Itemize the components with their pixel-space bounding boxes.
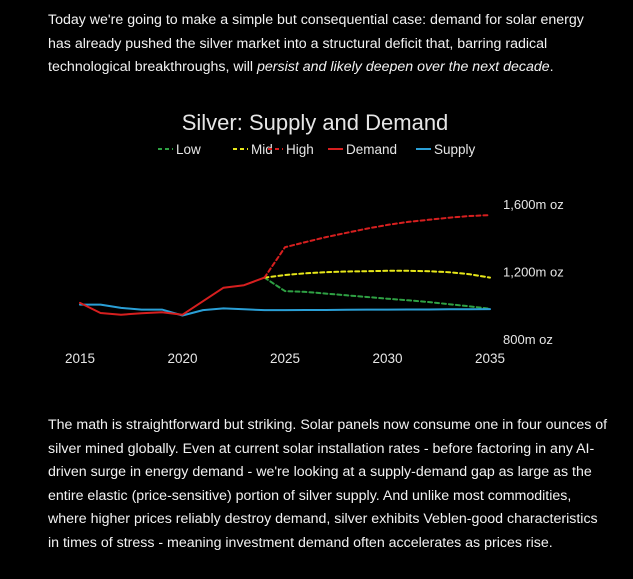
series-line-mid [263,269,491,279]
series-line-low [263,276,491,310]
chart-title: Silver: Supply and Demand [182,110,449,135]
chart-legend: Low Mid High Demand Supply [158,142,476,157]
x-tick-label: 2020 [167,351,197,366]
y-axis: 1,600m oz 1,200m oz 800m oz [503,197,564,347]
series-line-high [263,214,491,279]
outro-paragraph: The math is straightforward but striking… [48,417,608,551]
intro-end: . [549,59,554,75]
y-tick-label: 1,200m oz [503,265,564,280]
legend-label-low: Low [176,142,201,157]
legend-label-demand: Demand [346,142,397,157]
x-tick-label: 2025 [270,351,300,366]
x-axis: 2015 2020 2025 2030 2035 [65,351,505,366]
x-tick-label: 2035 [475,351,505,366]
intro-emphasis: persist and likely deepen over the next … [257,59,550,75]
x-tick-label: 2030 [372,351,402,366]
intro-text: Today we're going to make a simple but c… [48,12,584,75]
x-tick-label: 2015 [65,351,95,366]
series-line-demand [79,276,266,316]
y-tick-label: 1,600m oz [503,197,564,212]
y-tick-label: 800m oz [503,332,553,347]
series-line-supply [79,303,491,317]
legend-label-supply: Supply [434,142,476,157]
intro-paragraph: Today we're going to make a simple but c… [48,9,608,80]
legend-label-mid: Mid [251,142,273,157]
legend-label-high: High [286,142,314,157]
supply-demand-chart: Silver: Supply and Demand Low Mid High Dema… [65,110,564,366]
series-lines [79,214,491,317]
